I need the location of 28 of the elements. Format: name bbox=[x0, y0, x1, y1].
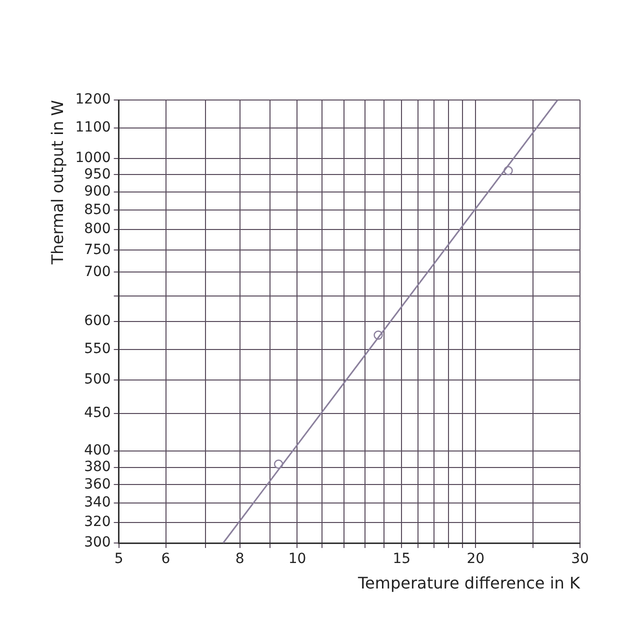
y-tick-label: 750 bbox=[84, 242, 111, 258]
x-tick-label: 6 bbox=[161, 551, 170, 568]
y-tick-label: 600 bbox=[84, 313, 111, 330]
y-tick-label: 550 bbox=[84, 340, 111, 357]
y-tick-label: 950 bbox=[84, 166, 111, 182]
y-tick-label: 300 bbox=[84, 534, 111, 551]
y-tick-label: 400 bbox=[84, 442, 111, 459]
x-axis-title: Temperature difference in K bbox=[356, 574, 580, 593]
y-tick-label: 800 bbox=[84, 221, 111, 238]
y-tick-label: 700 bbox=[84, 264, 111, 280]
y-tick-label: 360 bbox=[84, 476, 111, 492]
y-tick-label: 340 bbox=[84, 494, 111, 511]
y-tick-label: 1000 bbox=[75, 150, 111, 166]
y-tick-label: 1200 bbox=[75, 92, 111, 108]
y-tick-label: 320 bbox=[84, 514, 111, 530]
x-tick-label: 10 bbox=[288, 551, 306, 568]
y-tick-label: 500 bbox=[84, 371, 111, 388]
x-tick-label: 8 bbox=[235, 551, 244, 568]
y-tick-label: 1100 bbox=[75, 119, 111, 136]
x-tick-label: 15 bbox=[392, 551, 411, 568]
y-tick-label: 450 bbox=[84, 405, 111, 422]
y-axis-title: Thermal output in W bbox=[48, 100, 67, 266]
x-tick-label: 30 bbox=[571, 551, 589, 568]
y-tick-label: 900 bbox=[84, 184, 111, 200]
x-tick-label: 5 bbox=[114, 551, 124, 568]
x-tick-label: 20 bbox=[466, 551, 485, 568]
y-tick-label: 380 bbox=[84, 459, 111, 476]
y-tick-label: 850 bbox=[84, 202, 111, 218]
